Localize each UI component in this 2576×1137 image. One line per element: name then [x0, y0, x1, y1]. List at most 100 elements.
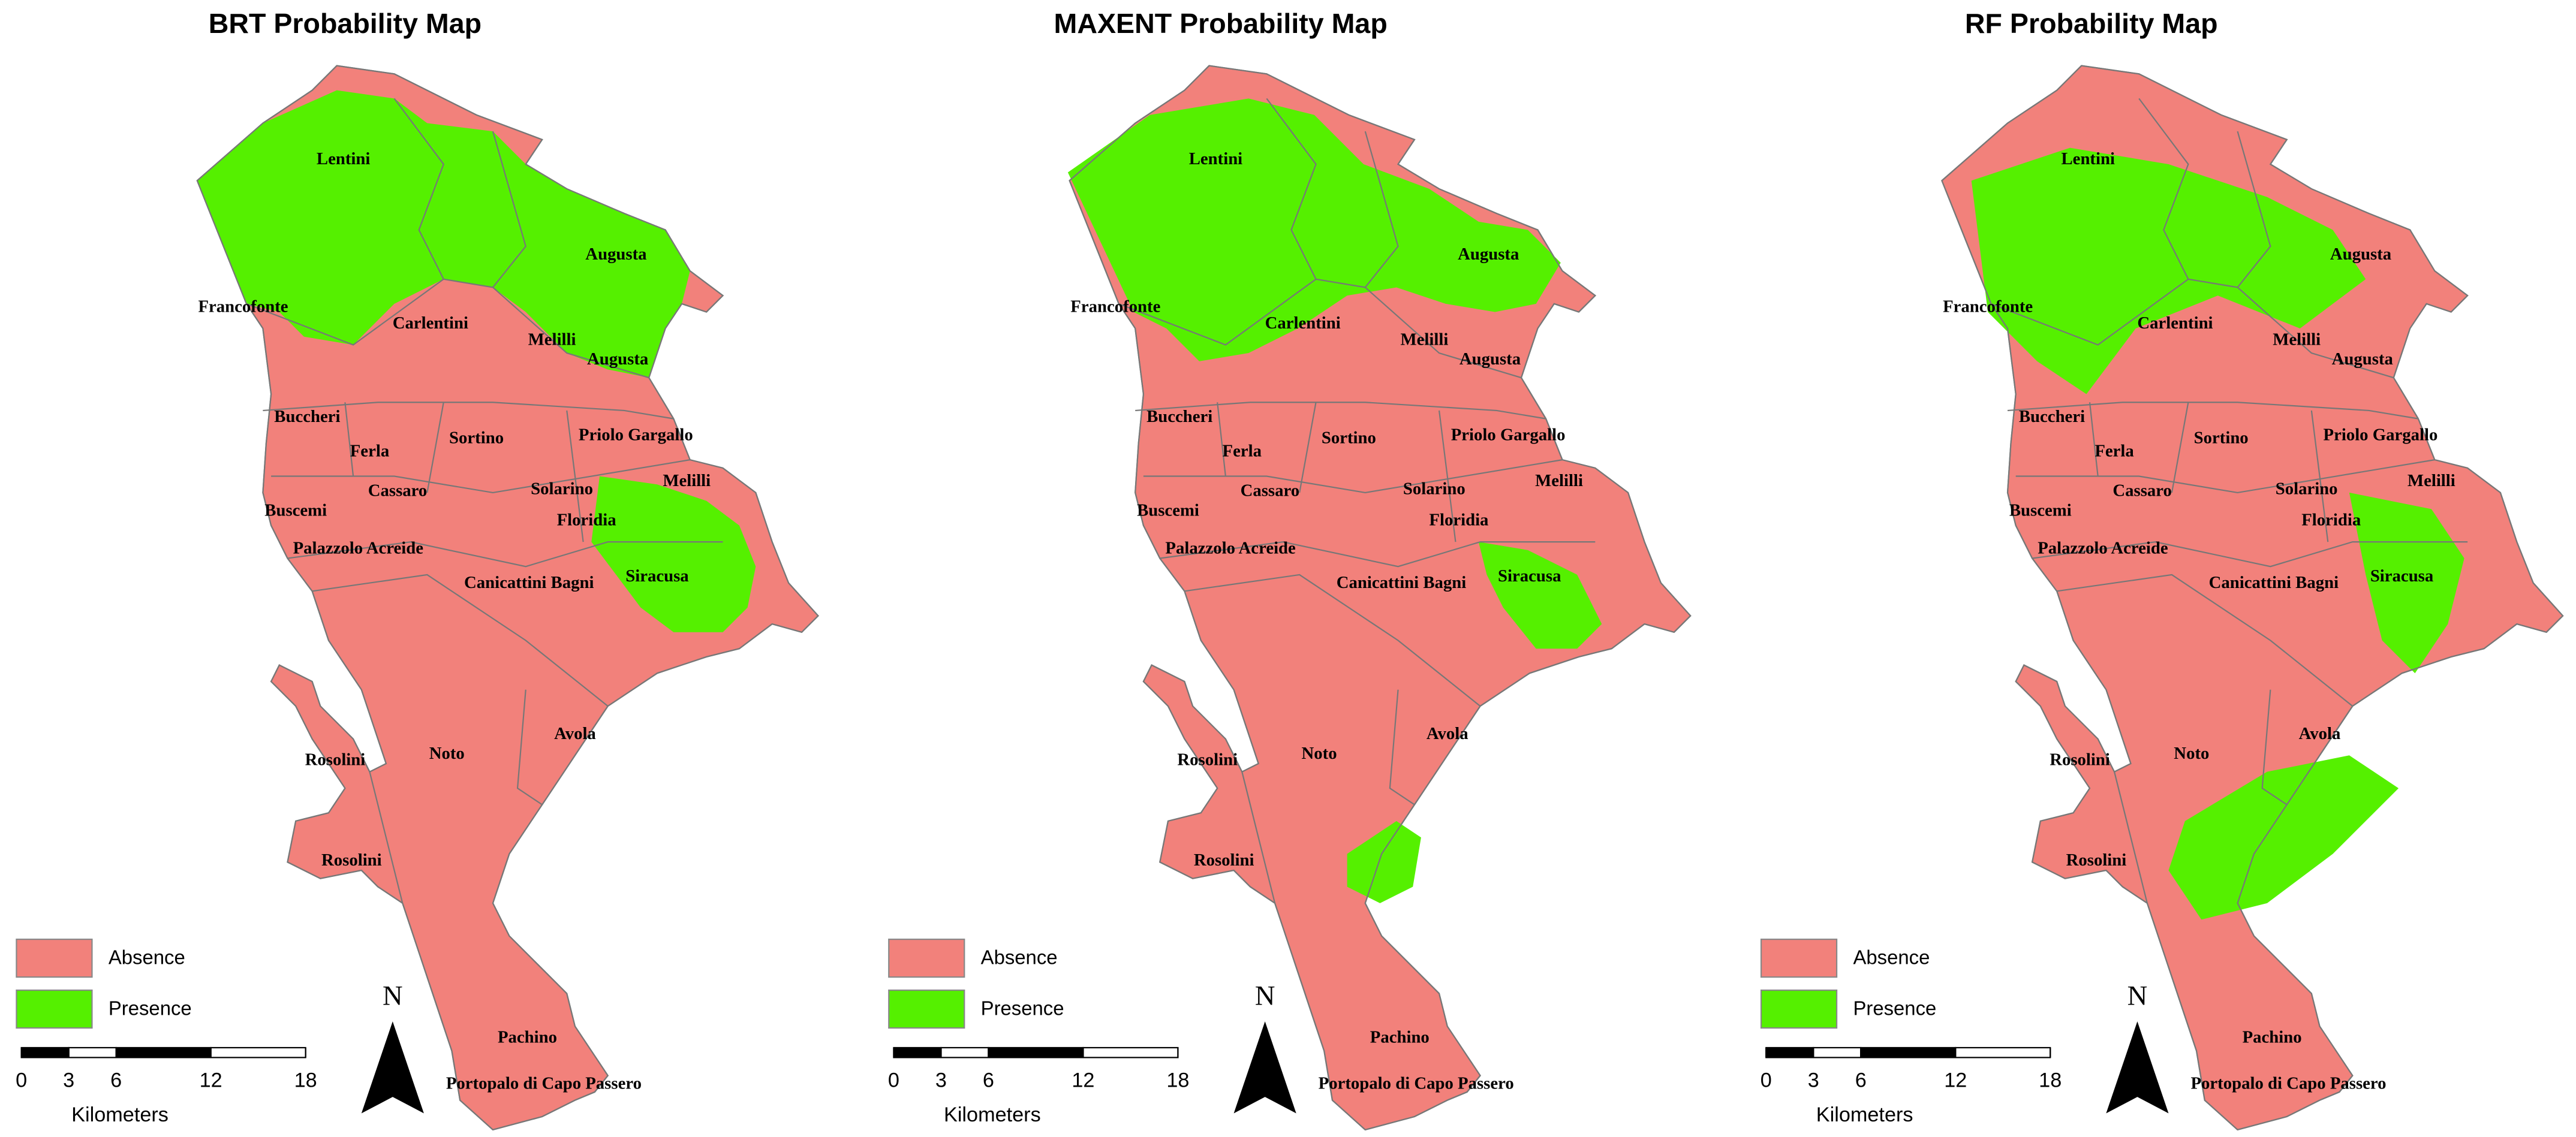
place-label: Pachino: [498, 1028, 557, 1047]
municipal-border: [369, 771, 404, 904]
place-label: Priolo Gargallo: [2324, 425, 2438, 444]
north-label: N: [383, 981, 403, 1012]
municipal-border: [246, 278, 649, 379]
municipal-border: [2310, 410, 2329, 542]
north-arrow: [2106, 1021, 2169, 1114]
region-presence: [591, 476, 756, 632]
place-label: Buccheri: [1146, 407, 1212, 426]
municipal-border: [2171, 402, 2189, 493]
scale-segment: [1860, 1046, 1957, 1058]
place-label: Buscemi: [2009, 500, 2072, 520]
place-label: Carlentini: [2137, 313, 2213, 333]
place-label: Siracusa: [2370, 566, 2433, 586]
place-label: Buccheri: [274, 407, 340, 426]
place-label: Francofonte: [1070, 297, 1160, 316]
scale-tick-label: 6: [983, 1069, 994, 1092]
place-label: Canicattini Bagni: [464, 573, 594, 592]
legend-swatch: [888, 989, 965, 1029]
scale-tick-label: 3: [63, 1069, 74, 1092]
scale-segment: [1955, 1046, 2051, 1058]
municipal-border: [2089, 402, 2099, 476]
scale-tick-label: 18: [2039, 1069, 2062, 1092]
legend-label: Absence: [109, 946, 185, 969]
region-outline: [196, 65, 819, 1131]
place-label: Noto: [2174, 744, 2209, 763]
region-outline: [1069, 65, 1692, 1131]
north-label: N: [1255, 981, 1275, 1012]
place-label: Francofonte: [198, 297, 288, 316]
place-label: Rosolini: [305, 750, 366, 770]
scale-tick-label: 3: [935, 1069, 947, 1092]
municipal-border: [566, 410, 584, 542]
place-label: Ferla: [2094, 442, 2133, 461]
legend-label: Presence: [1853, 997, 1936, 1020]
municipal-border: [2032, 541, 2468, 568]
map-panel: Lentini Augusta Francofonte Carlentini Melil…: [888, 65, 1692, 1131]
municipal-border: [393, 98, 445, 280]
place-label: Floridia: [2301, 511, 2361, 530]
place-label: Rosolini: [1194, 851, 1254, 870]
municipal-border: [263, 402, 674, 420]
place-label: Augusta: [1458, 245, 1519, 264]
municipal-border: [2138, 98, 2189, 280]
legend-swatch: [1760, 939, 1838, 978]
place-label: Rosolini: [2050, 750, 2110, 770]
scale-unit: Kilometers: [944, 1103, 1041, 1126]
place-label: Priolo Gargallo: [1451, 425, 1566, 444]
legend-swatch: [1760, 989, 1838, 1029]
region-presence: [197, 90, 690, 378]
place-label: Priolo Gargallo: [579, 425, 693, 444]
place-label: Melilli: [1400, 330, 1448, 349]
place-label: Melilli: [528, 330, 576, 349]
north-arrow: [361, 1021, 424, 1114]
region-outline: [1941, 65, 2564, 1131]
place-label: Augusta: [1459, 349, 1521, 369]
region-presence: [1478, 542, 1602, 649]
region-presence: [1347, 821, 1421, 903]
place-label: Avola: [554, 724, 596, 743]
place-label: Melilli: [2273, 330, 2321, 349]
place-label: Solarino: [2276, 479, 2338, 499]
scale-tick-label: 0: [888, 1069, 899, 1092]
municipal-border: [1299, 402, 1317, 493]
municipal-border: [1135, 402, 1546, 420]
place-label: Ferla: [1223, 442, 1262, 461]
scale-tick-label: 6: [110, 1069, 122, 1092]
place-label: Pachino: [1370, 1028, 1430, 1047]
place-label: Lentini: [1189, 149, 1242, 168]
place-label: Ferla: [350, 442, 389, 461]
scale-segment: [68, 1046, 117, 1058]
municipal-border: [1389, 689, 1415, 806]
place-label: Palazzolo Acreide: [2038, 538, 2168, 557]
place-label: Noto: [429, 744, 465, 763]
municipal-border: [426, 402, 444, 493]
municipal-border: [1160, 541, 1596, 568]
municipal-border: [2237, 131, 2271, 288]
place-label: Floridia: [557, 511, 616, 530]
scale-tick-label: 12: [200, 1069, 222, 1092]
place-label: Lentini: [317, 149, 370, 168]
place-label: Augusta: [2332, 349, 2393, 369]
scale-tick-label: 0: [16, 1069, 27, 1092]
scale-segment: [1813, 1046, 1862, 1058]
municipal-border: [271, 459, 690, 494]
place-label: Francofonte: [1943, 297, 2033, 316]
scale-tick-label: 12: [1944, 1069, 1967, 1092]
municipal-border: [1118, 278, 1522, 379]
scale-segment: [1765, 1046, 1814, 1058]
municipal-border: [1991, 278, 2394, 379]
place-label: Palazzolo Acreide: [1165, 538, 1296, 557]
place-label: Solarino: [1403, 479, 1465, 499]
place-label: Lentini: [2062, 149, 2115, 168]
legend-swatch: [16, 939, 93, 978]
municipal-border: [516, 689, 543, 806]
place-label: Buscemi: [264, 500, 327, 520]
scale-tick-label: 3: [1808, 1069, 1819, 1092]
scale-unit: Kilometers: [1816, 1103, 1913, 1126]
scale-segment: [988, 1046, 1084, 1058]
place-label: Melilli: [663, 471, 711, 490]
place-label: Portopalo di Capo Passero: [446, 1073, 642, 1093]
municipal-border: [2114, 771, 2148, 904]
